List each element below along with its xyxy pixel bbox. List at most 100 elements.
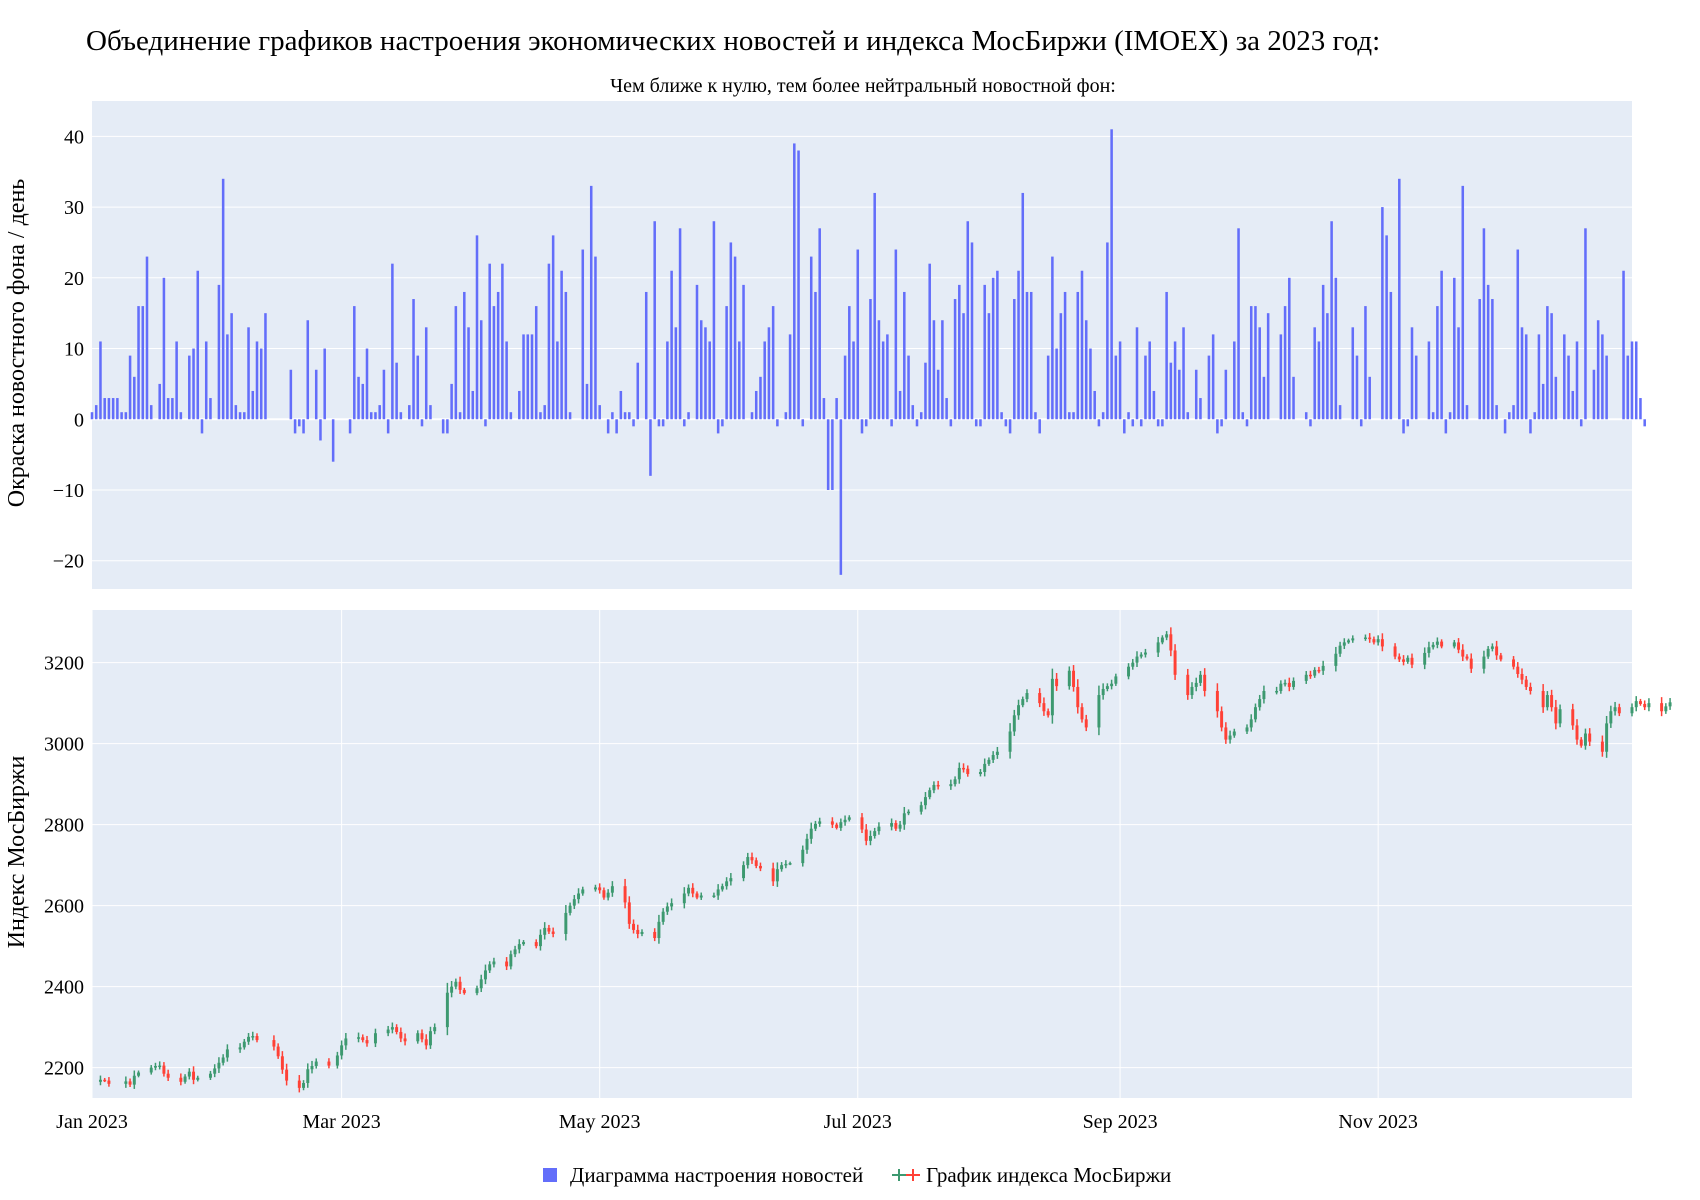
news-bar	[467, 327, 470, 420]
imoex-candle-body	[860, 817, 864, 830]
imoex-plot: 2200 2400 2600 2800 3000 3200	[44, 610, 1672, 1098]
imoex-candle-body	[103, 1079, 107, 1082]
news-bar	[230, 313, 233, 420]
imoex-candle-body	[1292, 680, 1296, 687]
news-y-tick-label: −10	[53, 480, 84, 502]
imoex-candle-body	[183, 1076, 187, 1082]
imoex-candle-body	[894, 823, 898, 829]
news-bar	[1139, 419, 1143, 427]
imoex-candle-body	[1461, 649, 1465, 657]
news-bar	[505, 341, 508, 420]
imoex-candle-body	[932, 784, 936, 791]
news-bar	[1444, 419, 1448, 434]
news-bar	[839, 419, 843, 575]
imoex-candle-body	[593, 887, 597, 890]
imoex-candle-body	[983, 763, 987, 772]
news-bar	[1025, 291, 1029, 420]
news-bar	[1592, 369, 1596, 420]
news-bar	[1368, 376, 1371, 420]
news-bar	[103, 398, 106, 420]
news-bar	[898, 390, 902, 420]
news-bar	[484, 419, 487, 427]
news-bar	[200, 419, 204, 434]
imoex-candle-body	[1258, 699, 1262, 708]
news-bar	[128, 355, 132, 420]
news-bar	[1453, 277, 1456, 420]
imoex-candle-body	[247, 1036, 251, 1042]
news-bar	[644, 291, 648, 420]
imoex-candle-body	[568, 905, 572, 913]
news-bar	[653, 221, 656, 420]
imoex-candle-body	[1046, 711, 1050, 716]
imoex-candle-body	[225, 1049, 229, 1058]
imoex-candle-body	[729, 878, 733, 882]
legend[interactable]: Диаграмма настроения новостей График инд…	[543, 1163, 1171, 1187]
news-bar	[814, 291, 817, 420]
imoex-candle-body	[1008, 731, 1012, 752]
imoex-candle-body	[1397, 656, 1401, 660]
news-bar	[488, 263, 491, 420]
imoex-candle-body	[462, 989, 466, 994]
news-bar	[416, 355, 420, 420]
news-bar	[721, 419, 724, 427]
news-bar	[171, 398, 174, 420]
imoex-candle-body	[843, 819, 847, 823]
imoex-candle-body	[936, 784, 940, 787]
news-bar	[907, 355, 910, 420]
imoex-candle-body	[538, 934, 542, 947]
imoex-candle-body	[1072, 670, 1076, 687]
imoex-candle-body	[1131, 662, 1135, 667]
imoex-candle-body	[327, 1061, 331, 1066]
news-bar	[1364, 306, 1367, 420]
news-bar	[991, 277, 995, 420]
news-bar	[704, 327, 707, 420]
news-bar	[204, 341, 208, 420]
news-bar	[1596, 320, 1600, 420]
news-bar	[509, 412, 513, 420]
imoex-candle-body	[949, 784, 953, 787]
news-bar	[797, 150, 800, 420]
news-bar	[970, 242, 974, 420]
imoex-candle-body	[1605, 723, 1609, 752]
imoex-candle-body	[987, 759, 991, 764]
news-bar	[1457, 327, 1460, 420]
news-bar	[1406, 419, 1410, 427]
news-bar	[962, 313, 965, 420]
news-y-tick-label: 0	[74, 409, 84, 431]
imoex-candle-body	[1427, 647, 1431, 653]
news-bar	[1571, 390, 1575, 420]
imoex-candle-body	[1660, 703, 1664, 712]
news-bar	[1512, 405, 1515, 420]
imoex-candle-body	[1630, 707, 1634, 714]
news-bar	[1194, 369, 1198, 420]
legend-news-swatch	[543, 1168, 557, 1182]
imoex-candle-body	[581, 889, 585, 894]
imoex-candle-body	[606, 892, 610, 898]
news-bar	[869, 299, 872, 420]
news-bar	[1072, 412, 1075, 420]
news-bar	[1503, 419, 1507, 434]
news-bar	[678, 228, 682, 420]
news-bar	[1321, 284, 1325, 420]
imoex-candle-body	[1308, 674, 1312, 677]
news-bar	[776, 419, 779, 427]
news-bar	[615, 419, 618, 434]
news-bar	[1008, 419, 1012, 434]
news-bar	[729, 242, 733, 420]
imoex-candle-body	[1452, 642, 1456, 647]
news-bar	[1084, 320, 1088, 420]
news-bar	[983, 284, 986, 420]
imoex-candle-body	[280, 1056, 284, 1070]
news-bar	[175, 341, 178, 420]
news-bar	[1038, 419, 1041, 434]
imoex-candle-body	[877, 826, 881, 832]
imoex-candle-body	[1160, 637, 1164, 643]
news-bar	[293, 419, 297, 434]
news-bar	[247, 327, 250, 420]
news-bar	[1359, 419, 1363, 427]
imoex-candle-body	[687, 887, 691, 894]
x-tick-label: Sep 2023	[1083, 1111, 1158, 1133]
news-y-ticks: −20 −10 0 10 20 30 40	[53, 126, 84, 572]
news-bar	[1046, 355, 1050, 420]
imoex-candle-body	[784, 863, 788, 866]
